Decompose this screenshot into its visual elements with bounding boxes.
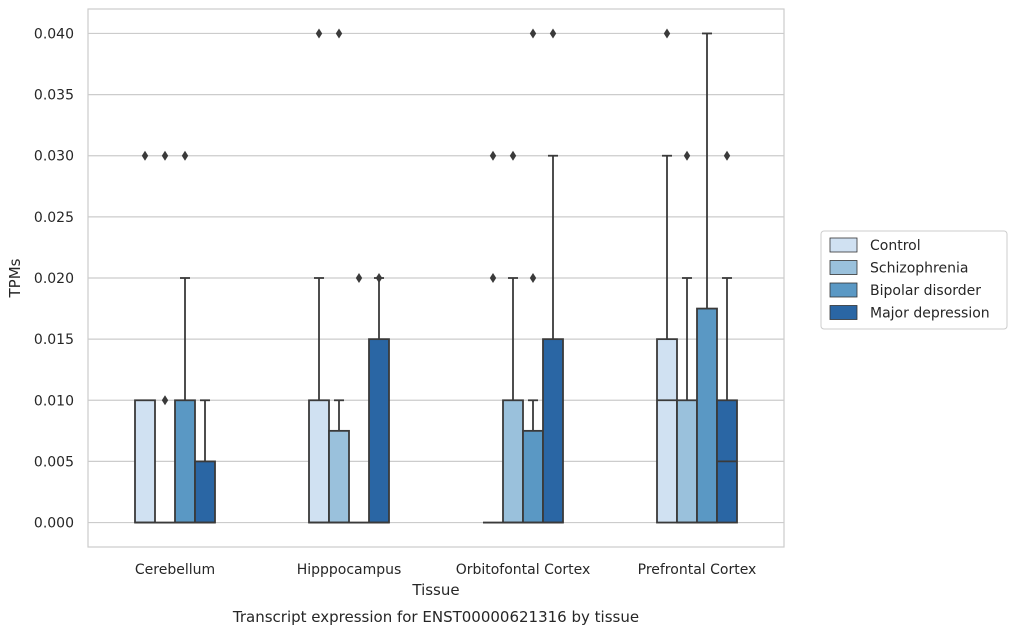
outlier-point (683, 150, 691, 161)
legend-swatch (829, 237, 858, 253)
y-tick-label: 0.025 (34, 210, 74, 226)
box-bipolar-disorder-0 (174, 150, 196, 524)
legend-swatch (829, 282, 858, 298)
outlier-point (335, 28, 343, 39)
y-tick-label: 0.020 (34, 271, 74, 287)
outlier-point (489, 273, 497, 283)
box-schizophrenia-1 (328, 28, 350, 524)
outlier-point (529, 273, 537, 283)
y-tick-label: 0.035 (34, 88, 74, 104)
y-tick-label: 0.040 (34, 26, 74, 42)
outlier-point (161, 395, 169, 406)
y-axis-label: TPMs (6, 258, 24, 298)
outlier-point (355, 273, 363, 283)
plot-frame (87, 8, 785, 548)
box-plot-marks (134, 28, 738, 524)
legend-label: Bipolar disorder (870, 283, 981, 299)
box-major-depression-0 (194, 399, 216, 524)
x-tick-label: Prefrontal Cortex (638, 562, 757, 578)
box-bipolar-disorder-2 (522, 28, 544, 524)
x-tick-label: Orbitofontal Cortex (456, 562, 591, 578)
legend-label: Control (870, 238, 921, 254)
box-body (676, 399, 698, 524)
x-axis-label: Tissue (411, 581, 459, 599)
outlier-point (141, 150, 149, 161)
y-tick-label: 0.030 (34, 149, 74, 165)
legend-swatch (829, 305, 858, 320)
outlier-point (315, 28, 323, 39)
box-body (174, 399, 196, 524)
x-tick-label: Cerebellum (135, 562, 215, 578)
box-bipolar-disorder-1 (349, 273, 369, 524)
box-body (134, 399, 156, 524)
outlier-point (723, 150, 731, 161)
box-body (522, 429, 544, 524)
outlier-point (181, 150, 189, 161)
outlier-point (489, 150, 497, 161)
legend: Control Schizophrenia Bipolar disorder Majo… (820, 230, 1008, 330)
box-body (696, 307, 718, 524)
box-schizophrenia-3 (676, 150, 698, 524)
x-tick-labels: Cerebellum Hipppocampus Orbitofontal Corte… (135, 562, 756, 578)
y-tick-label: 0.005 (34, 454, 74, 470)
box-body (368, 338, 390, 524)
outlier-point (663, 28, 671, 39)
outlier-point (529, 28, 537, 39)
legend-frame (820, 230, 1008, 330)
box-body (656, 338, 678, 524)
y-tick-label: 0.015 (34, 332, 74, 348)
legend-label: Schizophrenia (870, 261, 968, 277)
box-body (194, 460, 216, 524)
box-control-1 (308, 28, 330, 524)
box-body (502, 399, 524, 524)
y-tick-label: 0.010 (34, 393, 74, 409)
legend-swatch (829, 260, 858, 275)
box-body (308, 399, 330, 524)
box-body (542, 338, 564, 524)
outlier-point (161, 150, 169, 161)
outlier-point (509, 150, 517, 161)
box-control-3 (656, 28, 678, 524)
box-schizophrenia-2 (502, 150, 524, 524)
outlier-point (549, 28, 557, 39)
legend-label: Major depression (870, 306, 990, 322)
y-tick-labels: 0.000 0.005 0.010 0.015 0.020 0.025 0.030 0.035… (34, 26, 74, 531)
x-tick-label: Hipppocampus (297, 562, 402, 578)
box-major-depression-1 (368, 273, 390, 524)
box-schizophrenia-0 (155, 150, 175, 524)
chart-title: Transcript expression for ENST0000062131… (232, 608, 639, 626)
box-major-depression-2 (542, 28, 564, 524)
box-control-2 (483, 150, 503, 524)
box-major-depression-3 (716, 150, 738, 524)
y-tick-label: 0.000 (34, 516, 74, 532)
box-body (328, 429, 350, 524)
outlier-point (375, 273, 383, 283)
box-control-0 (134, 150, 156, 524)
